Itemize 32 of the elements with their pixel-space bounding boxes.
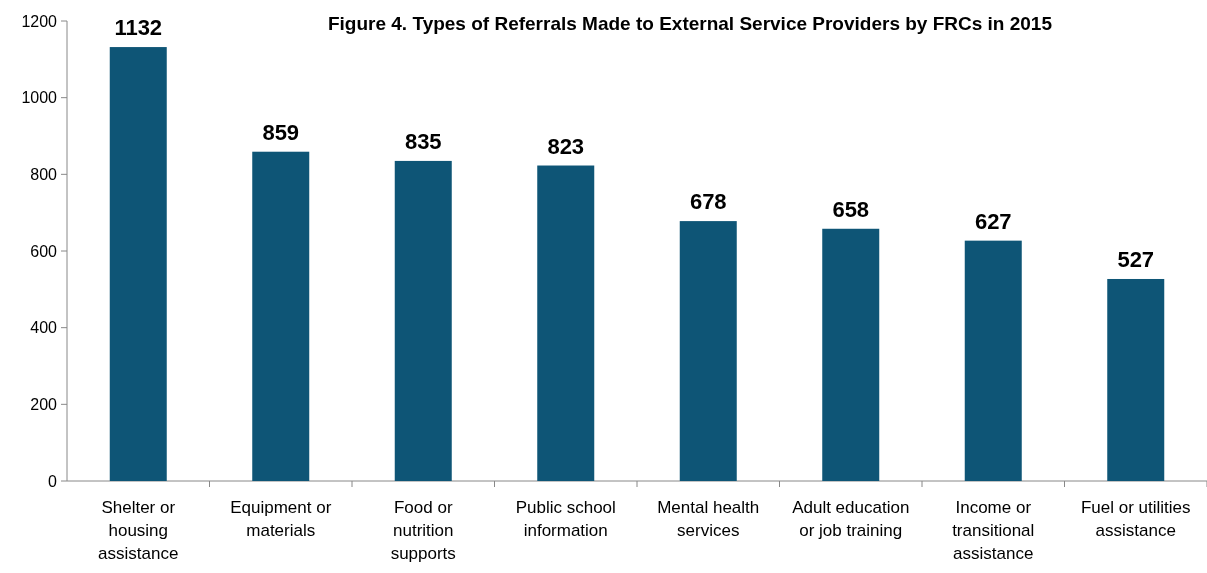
x-tick-label: Equipment or materials xyxy=(230,498,332,540)
data-label: 859 xyxy=(262,119,300,145)
y-tick-label: 0 xyxy=(48,472,58,490)
y-tick-label: 1000 xyxy=(21,89,58,107)
x-tick-label: Shelter or housing assistance xyxy=(98,498,179,563)
data-label: 527 xyxy=(1117,246,1155,272)
bar xyxy=(679,221,737,481)
y-tick-label: 400 xyxy=(30,319,58,337)
y-tick-label: 1200 xyxy=(21,12,58,30)
data-label: 627 xyxy=(974,208,1012,234)
x-tick-label: Adult education or job training xyxy=(792,498,910,540)
y-tick-label: 600 xyxy=(30,242,58,260)
data-label: 1132 xyxy=(114,15,163,41)
chart-title: Figure 4. Types of Referrals Made to External Service Providers by FRCs in 2015 xyxy=(327,13,1053,34)
x-tick-label: Income or transitional assistance xyxy=(952,498,1035,563)
data-label: 658 xyxy=(832,196,870,222)
y-tick-label: 200 xyxy=(30,395,58,413)
y-tick-label: 800 xyxy=(30,165,58,183)
bar xyxy=(1107,278,1165,481)
x-tick-label: Food or nutrition supports xyxy=(390,498,456,563)
x-tick-label: Fuel or utilities assistance xyxy=(1080,498,1191,540)
data-label: 823 xyxy=(547,133,585,159)
bar xyxy=(109,47,167,481)
x-tick-label: Mental health services xyxy=(657,498,760,540)
bar xyxy=(394,160,452,481)
bar xyxy=(537,165,595,481)
data-label: 835 xyxy=(404,128,442,154)
bar xyxy=(252,151,310,481)
data-label: 678 xyxy=(689,189,727,215)
x-tick-label: Public school information xyxy=(515,498,616,540)
bar xyxy=(822,228,880,481)
bar xyxy=(964,240,1022,481)
